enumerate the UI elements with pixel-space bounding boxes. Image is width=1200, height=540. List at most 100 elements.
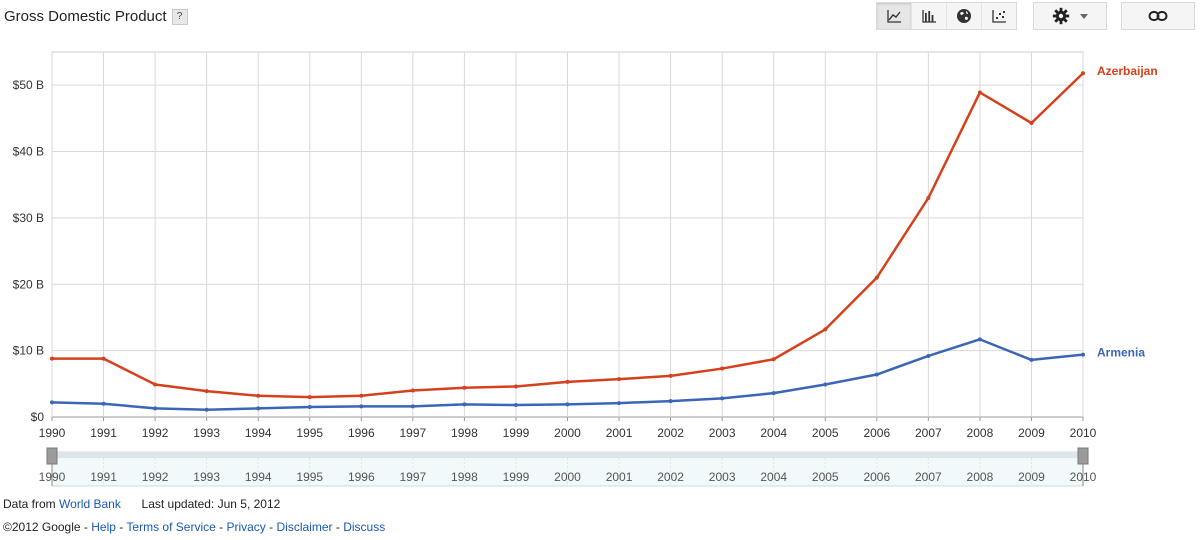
- data-point-armenia[interactable]: [204, 407, 209, 412]
- footer-links: ©2012 Google - Help - Terms of Service -…: [3, 520, 386, 534]
- data-point-azerbaijan[interactable]: [1029, 121, 1034, 126]
- slider-tick-label: 1998: [451, 470, 478, 484]
- last-updated: Last updated: Jun 5, 2012: [141, 497, 281, 511]
- data-point-armenia[interactable]: [977, 337, 982, 342]
- bar-chart-button[interactable]: [912, 3, 947, 29]
- line-chart-icon: [887, 10, 901, 23]
- x-tick-label: 1999: [503, 426, 530, 440]
- data-point-armenia[interactable]: [462, 402, 467, 407]
- x-tick-label: 2003: [709, 426, 736, 440]
- range-slider[interactable]: 1990 1991 1992 1993 1994 1995 1996 1997 1998 1999…: [39, 447, 1097, 487]
- data-point-azerbaijan[interactable]: [50, 356, 54, 361]
- y-axis: $0 $10 B $20 B $30 B $40 B $50 B: [13, 78, 45, 424]
- data-point-azerbaijan[interactable]: [823, 327, 828, 332]
- x-tick-label: 2007: [915, 426, 942, 440]
- data-point-armenia[interactable]: [513, 403, 518, 408]
- slider-tick-label: 1993: [193, 470, 220, 484]
- data-point-armenia[interactable]: [823, 382, 828, 387]
- data-point-azerbaijan[interactable]: [771, 357, 776, 362]
- disclaimer-link[interactable]: Disclaimer: [276, 520, 333, 534]
- data-point-armenia[interactable]: [720, 396, 725, 401]
- chart-header: Gross Domestic Product ?: [4, 8, 188, 25]
- x-tick-label: 1993: [193, 426, 220, 440]
- slider-tick-label: 2003: [709, 470, 736, 484]
- legend-label-armenia: Armenia: [1097, 346, 1145, 360]
- data-point-azerbaijan[interactable]: [513, 384, 518, 389]
- x-tick-label: 1994: [245, 426, 272, 440]
- data-point-azerbaijan[interactable]: [204, 389, 209, 394]
- x-tick-label: 2008: [967, 426, 994, 440]
- slider-tick-label: 2005: [812, 470, 839, 484]
- data-point-azerbaijan[interactable]: [565, 379, 570, 384]
- data-point-armenia[interactable]: [410, 404, 415, 409]
- x-tick-label: 2004: [760, 426, 787, 440]
- data-point-armenia[interactable]: [1029, 357, 1034, 362]
- data-point-azerbaijan[interactable]: [307, 395, 312, 400]
- data-point-azerbaijan[interactable]: [617, 377, 622, 382]
- slider-tick-label: 2001: [606, 470, 633, 484]
- slider-tick-label: 2006: [863, 470, 890, 484]
- data-point-armenia[interactable]: [359, 404, 364, 409]
- data-point-azerbaijan[interactable]: [359, 393, 364, 398]
- help-button[interactable]: ?: [171, 8, 188, 25]
- slider-tick-label: 2009: [1018, 470, 1045, 484]
- data-point-armenia[interactable]: [874, 372, 879, 377]
- help-link[interactable]: Help: [91, 520, 116, 534]
- x-tick-label: 2006: [863, 426, 890, 440]
- x-tick-label: 2010: [1070, 426, 1097, 440]
- data-point-armenia[interactable]: [153, 406, 158, 411]
- slider-tick-label: 2002: [657, 470, 684, 484]
- terms-link[interactable]: Terms of Service: [126, 520, 216, 534]
- data-point-armenia[interactable]: [101, 401, 106, 406]
- data-point-azerbaijan[interactable]: [101, 356, 106, 361]
- scatter-chart-icon: [992, 10, 1006, 23]
- settings-button[interactable]: [1033, 2, 1107, 30]
- x-tick-label: 2000: [554, 426, 581, 440]
- bar-chart-icon: [922, 10, 936, 23]
- data-point-azerbaijan[interactable]: [874, 275, 879, 280]
- data-point-azerbaijan[interactable]: [410, 388, 415, 393]
- y-tick-label: $50 B: [13, 78, 44, 92]
- slider-handle-end[interactable]: [1077, 447, 1089, 465]
- slider-tick-label: 2008: [967, 470, 994, 484]
- data-point-azerbaijan[interactable]: [1081, 71, 1085, 76]
- data-point-armenia[interactable]: [1081, 352, 1085, 357]
- data-source-link[interactable]: World Bank: [59, 497, 121, 511]
- data-point-azerbaijan[interactable]: [926, 196, 931, 200]
- data-point-armenia[interactable]: [617, 401, 622, 406]
- data-point-armenia[interactable]: [50, 400, 54, 405]
- globe-icon: [957, 9, 971, 23]
- bubble-chart-button[interactable]: [982, 3, 1016, 29]
- data-point-armenia[interactable]: [256, 406, 261, 411]
- data-point-azerbaijan[interactable]: [462, 385, 467, 390]
- map-button[interactable]: [947, 3, 982, 29]
- data-point-armenia[interactable]: [771, 391, 776, 396]
- x-tick-label: 1995: [296, 426, 323, 440]
- privacy-link[interactable]: Privacy: [226, 520, 266, 534]
- y-tick-label: $0: [31, 410, 45, 424]
- slider-handle-start[interactable]: [46, 447, 58, 465]
- data-point-armenia[interactable]: [307, 405, 312, 410]
- x-tick-label: 1996: [348, 426, 375, 440]
- data-point-azerbaijan[interactable]: [153, 382, 158, 387]
- data-point-azerbaijan[interactable]: [668, 373, 673, 378]
- range-slider-bar[interactable]: [52, 452, 1083, 458]
- slider-tick-label: 1994: [245, 470, 272, 484]
- chevron-down-icon: [1080, 13, 1088, 19]
- slider-tick-label: 1991: [90, 470, 117, 484]
- slider-tick-label: 1999: [503, 470, 530, 484]
- data-point-azerbaijan[interactable]: [977, 90, 982, 95]
- data-point-azerbaijan[interactable]: [720, 366, 725, 371]
- x-tick-label: 2009: [1018, 426, 1045, 440]
- data-point-armenia[interactable]: [926, 353, 931, 358]
- line-chart-button[interactable]: [877, 3, 912, 29]
- chart-type-toolbar: [876, 2, 1017, 30]
- data-point-armenia[interactable]: [565, 402, 570, 407]
- link-button[interactable]: [1121, 2, 1195, 30]
- data-point-azerbaijan[interactable]: [256, 393, 261, 398]
- discuss-link[interactable]: Discuss: [343, 520, 386, 534]
- legend-label-azerbaijan: Azerbaijan: [1097, 64, 1158, 78]
- slider-tick-label: 1995: [296, 470, 323, 484]
- slider-tick-label: 1992: [142, 470, 169, 484]
- data-point-armenia[interactable]: [668, 399, 673, 404]
